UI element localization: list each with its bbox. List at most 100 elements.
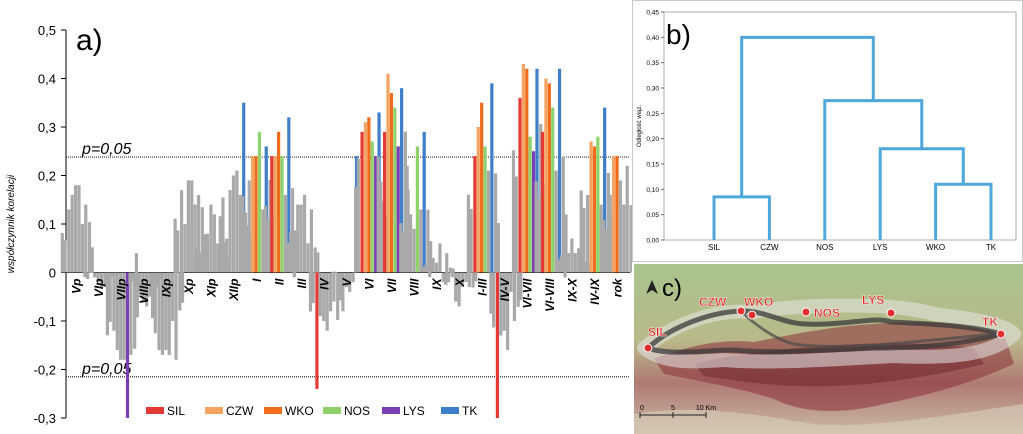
bar-sil xyxy=(225,238,229,273)
gray-bar xyxy=(466,194,470,273)
bar-sil xyxy=(67,209,71,273)
gray-bar xyxy=(334,271,338,273)
gray-bar xyxy=(221,197,225,273)
bar-tk xyxy=(603,107,607,273)
category-label: I xyxy=(250,278,264,282)
panel-label-c: c) xyxy=(662,275,682,302)
gray-bar xyxy=(494,173,498,273)
bar-wko xyxy=(570,238,574,273)
gray-bar xyxy=(403,131,407,273)
bar-nos xyxy=(325,272,329,331)
gray-bar xyxy=(519,272,523,300)
bar-tk xyxy=(242,102,246,273)
bar-sil xyxy=(202,253,206,273)
category-label: VI xyxy=(363,278,377,290)
bar-czw xyxy=(341,272,345,312)
gray-bar xyxy=(557,259,561,273)
bar-wko xyxy=(457,272,461,307)
legend-swatch-wko xyxy=(264,407,282,414)
bar-tk xyxy=(309,209,313,273)
bar-wko xyxy=(186,180,190,273)
bar-nos xyxy=(145,272,149,307)
gray-bar xyxy=(539,124,543,273)
leaf-label-tk: TK xyxy=(986,243,997,252)
bar-lys xyxy=(396,146,400,273)
station-marker-tk xyxy=(996,329,1006,339)
gray-bar xyxy=(514,176,518,273)
bar-wko xyxy=(231,175,236,273)
gray-bar xyxy=(426,209,430,273)
bar-czw xyxy=(228,190,232,273)
legend-swatch-nos xyxy=(323,407,341,414)
gray-bar xyxy=(200,207,204,273)
bar-sil xyxy=(586,194,590,273)
bar-tk xyxy=(174,272,178,360)
bar-wko xyxy=(547,83,551,273)
category-label: II xyxy=(272,278,286,285)
gray-bar xyxy=(582,208,586,273)
bar-czw xyxy=(318,272,322,317)
bar-lys xyxy=(509,272,513,292)
gray-bar xyxy=(308,272,313,312)
bar-wko xyxy=(480,102,484,273)
bar-czw xyxy=(566,253,571,273)
bar-tk xyxy=(625,165,629,273)
leaf-label-sil: SIL xyxy=(708,243,721,252)
gray-bar xyxy=(311,272,315,304)
category-label: IX xyxy=(430,278,444,290)
bar-czw xyxy=(612,156,616,273)
gray-bar xyxy=(421,266,425,273)
category-label: VI-VII xyxy=(520,278,534,309)
gray-bar xyxy=(429,241,433,273)
gray-bar xyxy=(534,181,538,273)
bar-tk xyxy=(467,272,471,288)
bar-nos xyxy=(551,107,555,273)
y-axis-label-b: Odległość wiąz. xyxy=(637,105,643,147)
bar-czw xyxy=(589,141,593,273)
bar-nos xyxy=(528,136,532,273)
bar-tk xyxy=(84,204,88,273)
dendrogram-link xyxy=(823,99,924,240)
bar-nos xyxy=(167,272,171,355)
chart-a: -0,3 -0,2 -0,1 0 0,1 0,2 0,3 0,4 0,5 współczynnik… xyxy=(6,23,632,426)
category-label: rok xyxy=(611,277,625,297)
bar-lys xyxy=(419,209,423,273)
y-tick-label-b: 0,45 xyxy=(646,10,659,17)
gray-bar xyxy=(444,272,448,285)
gray-bar xyxy=(243,212,248,273)
bar-nos xyxy=(573,253,577,273)
bar-czw xyxy=(205,233,210,273)
gray-bar xyxy=(223,241,227,273)
bar-nos xyxy=(460,272,465,288)
gray-bar xyxy=(604,229,609,273)
gray-bar xyxy=(356,158,360,273)
category-label: V xyxy=(340,278,354,287)
station-label-czw: CZW xyxy=(699,295,727,309)
bar-wko xyxy=(525,68,529,273)
gray-bar xyxy=(379,181,383,273)
bar-wko xyxy=(299,204,303,273)
bar-sil xyxy=(608,194,612,273)
bar-sil xyxy=(450,272,454,278)
y-tick-label-b: 0,40 xyxy=(646,35,659,42)
panel-label-b: b) xyxy=(666,19,691,50)
bar-sil xyxy=(383,131,387,273)
bar-nos xyxy=(122,272,126,360)
y-tick-label: 0,3 xyxy=(38,120,56,135)
bar-lys xyxy=(531,151,536,273)
bar-tk xyxy=(512,272,517,321)
bar-lys xyxy=(261,209,265,273)
legend-label-czw: CZW xyxy=(226,404,254,418)
bar-lys xyxy=(486,170,491,273)
bar-sil xyxy=(360,131,364,273)
scale-label: 10 Km xyxy=(696,405,716,412)
gray-bar xyxy=(86,272,90,279)
bar-lys xyxy=(441,272,445,283)
bar-czw xyxy=(499,272,503,336)
leaf-label-nos: NOS xyxy=(816,243,833,252)
valley xyxy=(634,404,1023,434)
bar-sil xyxy=(157,272,161,351)
bar-wko xyxy=(119,272,123,360)
bar-nos xyxy=(190,180,194,273)
y-tick-label-b: 0,25 xyxy=(646,111,659,118)
